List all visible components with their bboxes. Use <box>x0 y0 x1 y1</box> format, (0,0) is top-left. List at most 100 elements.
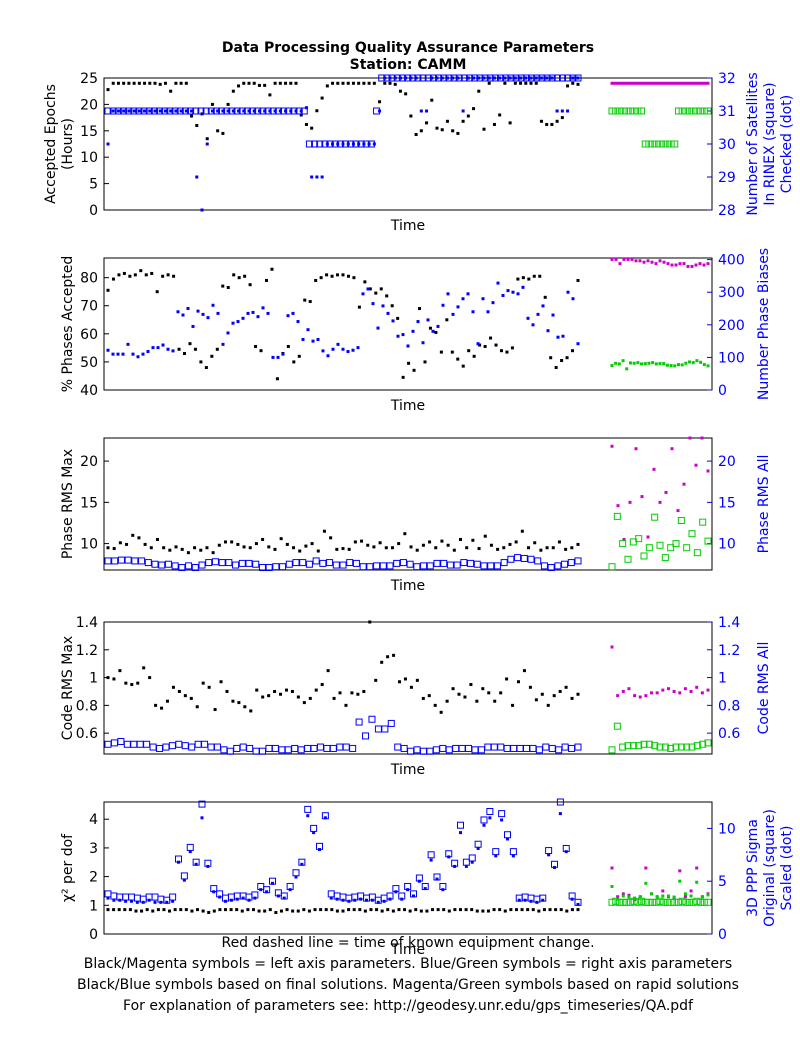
data-point-dot <box>647 361 651 365</box>
data-point-dot <box>621 689 625 693</box>
data-point-dot <box>372 545 376 549</box>
data-point-square <box>700 107 708 115</box>
data-point-dot <box>471 310 475 314</box>
data-point-dot <box>341 898 345 902</box>
data-point-dot <box>670 263 674 267</box>
data-point-dot <box>132 109 136 113</box>
data-point-dot <box>329 896 333 900</box>
data-point-square <box>615 898 623 906</box>
data-point-square <box>699 740 707 748</box>
data-point-dot <box>289 81 293 85</box>
data-point-dot <box>653 81 657 85</box>
data-point-square <box>114 107 122 115</box>
data-point-dot <box>526 316 530 320</box>
caption: Red dashed line = time of known equipmen… <box>77 935 739 1014</box>
data-point-dot <box>321 349 325 353</box>
data-point-square <box>556 798 564 806</box>
data-point-dot <box>268 109 272 113</box>
data-point-dot <box>298 549 302 553</box>
left-tick-label: 0 <box>89 203 98 219</box>
data-point-dot <box>689 894 693 898</box>
data-point-dot <box>117 908 121 912</box>
data-point-dot <box>698 81 702 85</box>
data-point-dot <box>459 831 462 835</box>
series-green-square <box>608 722 712 754</box>
data-point-dot <box>362 142 366 146</box>
data-point-dot <box>665 363 669 367</box>
data-point-dot <box>576 908 580 912</box>
data-point-dot <box>506 837 509 841</box>
data-point-dot <box>433 703 437 707</box>
data-point-dot <box>642 81 646 85</box>
data-point-dot <box>552 694 556 698</box>
data-point-square <box>186 843 194 851</box>
data-point-dot <box>216 129 220 133</box>
data-point-square <box>149 743 157 751</box>
data-point-dot <box>131 352 135 356</box>
data-point-dot <box>279 692 283 696</box>
right-axis-label: Number of Satellites <box>745 72 761 215</box>
data-point-dot <box>219 680 223 684</box>
data-point-dot <box>618 81 622 85</box>
left-tick-label: 1.4 <box>76 615 98 631</box>
data-point-square <box>462 858 470 866</box>
right-tick-label: 31 <box>718 104 736 120</box>
data-point-dot <box>398 76 402 80</box>
series-magenta-dot <box>610 81 710 85</box>
data-point-square <box>514 554 522 562</box>
data-point-square <box>660 898 668 906</box>
data-point-square <box>278 746 286 754</box>
data-point-dot <box>304 544 308 548</box>
data-point-dot <box>426 318 430 322</box>
data-point-dot <box>242 109 246 113</box>
right-axis-label: 3D PPP Sigma <box>745 819 761 917</box>
data-point-dot <box>666 81 670 85</box>
data-point-dot <box>179 81 183 85</box>
data-point-dot <box>427 694 431 698</box>
data-point-dot <box>273 109 277 113</box>
data-point-square <box>124 556 132 564</box>
data-point-dot <box>442 908 446 912</box>
data-point-square <box>689 898 697 906</box>
plot-frame <box>103 801 713 935</box>
data-point-dot <box>543 295 547 299</box>
data-point-dot <box>631 81 635 85</box>
data-point-dot <box>513 76 517 80</box>
data-point-square <box>373 562 381 570</box>
data-point-dot <box>642 260 646 264</box>
data-point-dot <box>143 81 147 85</box>
data-point-dot <box>674 263 678 267</box>
data-point-square <box>140 107 148 115</box>
data-point-dot <box>128 274 132 278</box>
data-point-square <box>143 740 151 748</box>
data-point-dot <box>226 102 230 106</box>
data-point-dot <box>286 344 290 348</box>
data-point-dot <box>531 908 535 912</box>
data-point-dot <box>271 881 274 885</box>
data-point-square <box>310 744 318 752</box>
data-point-dot <box>482 127 486 131</box>
data-point-dot <box>151 346 155 350</box>
data-point-dot <box>156 346 160 350</box>
data-point-dot <box>414 76 418 80</box>
data-point-dot <box>685 81 689 85</box>
data-point-dot <box>655 895 659 899</box>
data-point-dot <box>296 320 300 324</box>
data-point-dot <box>431 908 435 912</box>
data-point-square <box>671 140 679 148</box>
data-point-dot <box>676 363 680 367</box>
data-point-dot <box>144 273 148 277</box>
data-point-dot <box>278 109 282 113</box>
data-point-dot <box>352 276 356 280</box>
data-point-square <box>439 744 447 752</box>
data-point-square <box>660 140 668 148</box>
data-point-dot <box>347 899 351 903</box>
data-point-square <box>674 898 682 906</box>
data-point-square <box>542 743 550 751</box>
data-point-dot <box>554 366 558 370</box>
data-point-dot <box>221 109 225 113</box>
data-point-dot <box>640 362 644 366</box>
data-point-square <box>504 831 511 839</box>
data-point-dot <box>246 908 250 912</box>
data-point-dot <box>482 76 486 80</box>
